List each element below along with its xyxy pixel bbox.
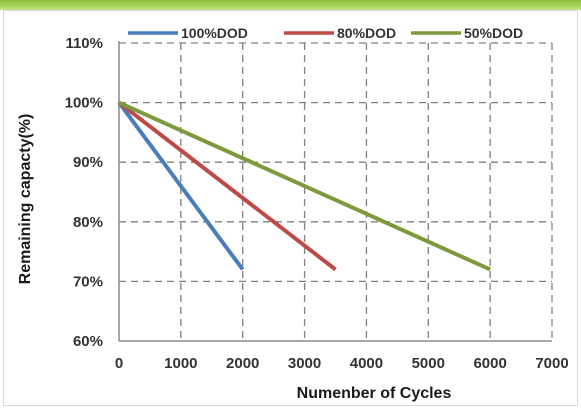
axes-layer — [118, 41, 552, 342]
y-tick-label: 110% — [65, 35, 103, 52]
plot-panel — [3, 10, 578, 406]
x-tick-label: 3000 — [288, 355, 321, 372]
x-axis-title: Numenber of Cycles — [297, 385, 452, 402]
x-tick-label: 7000 — [535, 355, 568, 372]
x-tick-label: 4000 — [350, 355, 383, 372]
y-tick-label: 60% — [73, 333, 103, 350]
y-tick-label: 90% — [73, 154, 103, 171]
top-green-band — [0, 0, 581, 10]
x-tick-label: 0 — [115, 355, 123, 372]
legend: 100%DOD 80%DOD 50%DOD — [128, 25, 523, 41]
tick-labels: 60% 70% 80% 90% 100% 110% 0 1000 2000 3000 4000 500… — [65, 35, 569, 372]
y-tick-label: 100% — [65, 95, 103, 112]
legend-label: 50%DOD — [464, 25, 523, 41]
x-tick-label: 1000 — [164, 355, 197, 372]
y-axis-title: Remaining capacty(%) — [17, 114, 34, 285]
legend-label: 80%DOD — [337, 25, 396, 41]
legend-label: 100%DOD — [181, 25, 248, 41]
y-tick-label: 80% — [73, 214, 103, 231]
y-tick-label: 70% — [73, 273, 103, 290]
grid-layer — [119, 42, 553, 341]
series-line — [118, 100, 491, 272]
x-tick-label: 6000 — [473, 355, 506, 372]
x-tick-label: 2000 — [226, 355, 259, 372]
x-tick-label: 5000 — [412, 355, 445, 372]
series-line — [117, 101, 337, 272]
series-line — [117, 101, 245, 271]
series-layer — [117, 100, 491, 272]
